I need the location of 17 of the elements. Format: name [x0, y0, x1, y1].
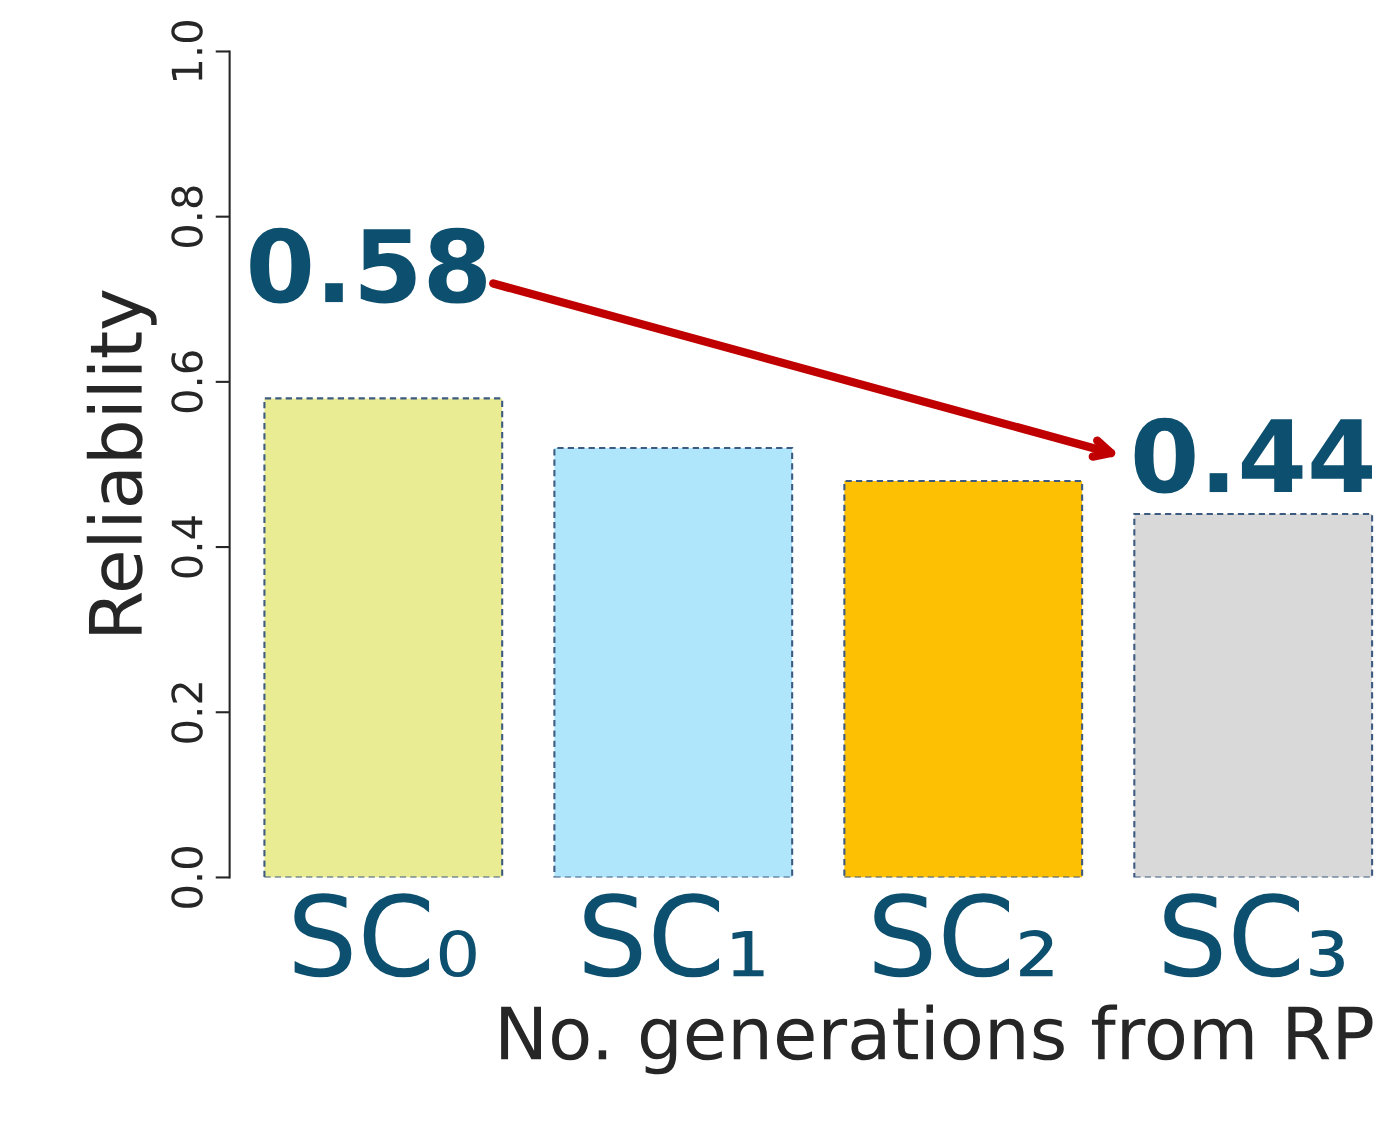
y-tick-label: 0.0 [171, 847, 203, 908]
x-tick-label: SC₃ [1164, 893, 1344, 978]
x-tick-label: SC₀ [294, 893, 476, 978]
bar [1133, 512, 1374, 878]
y-tick-label: 0.4 [171, 516, 203, 578]
bar [263, 397, 504, 878]
y-tick-label: 0.8 [171, 186, 203, 248]
data-label: 0.58 [250, 227, 486, 304]
x-tick-label: SC₂ [874, 893, 1053, 978]
y-tick-label: 0.6 [171, 351, 203, 413]
y-tick-label: 0.2 [171, 683, 203, 743]
y-tick-label: 1.0 [171, 21, 203, 81]
data-label: 0.44 [1134, 417, 1372, 494]
x-tick-label: SC₁ [584, 893, 764, 978]
x-axis-title: No. generations from RP [501, 1004, 1373, 1075]
y-axis-title: Reliability [86, 290, 157, 634]
bar [843, 479, 1084, 878]
